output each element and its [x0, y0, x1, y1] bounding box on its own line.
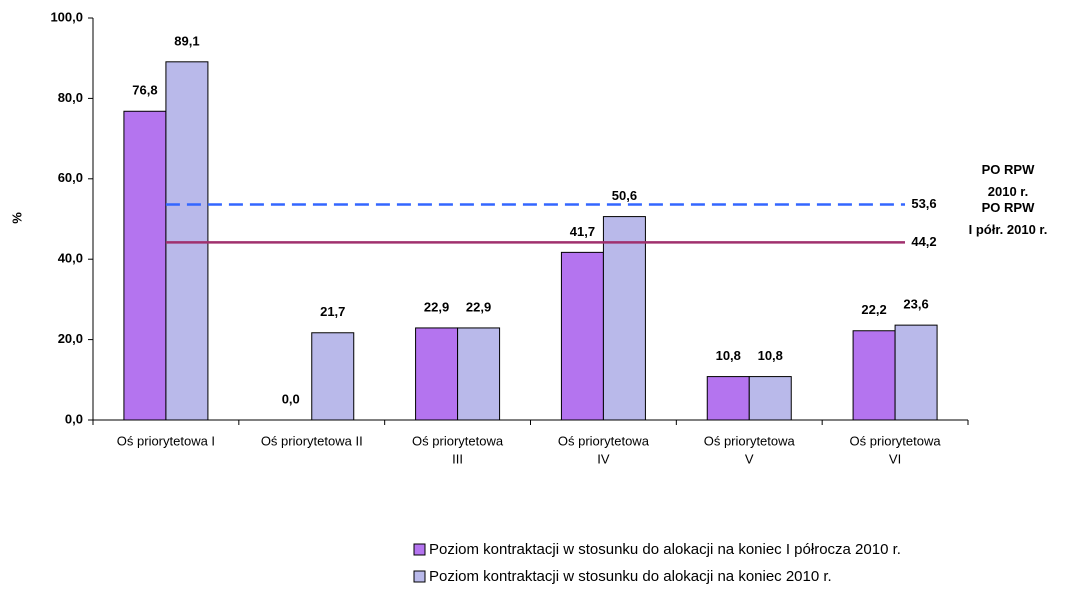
x-tick-label: Oś priorytetowa [412, 433, 504, 448]
bar [560, 251, 604, 421]
y-tick-label: 80,0 [58, 90, 83, 105]
bar [311, 332, 355, 421]
reference-label: I półr. 2010 r. [969, 222, 1048, 237]
reference-label: 2010 r. [988, 184, 1029, 199]
bar-value-label: 50,6 [612, 188, 637, 203]
legend-swatch [413, 543, 426, 556]
reference-value-label: 53,6 [911, 196, 936, 211]
bar-value-label: 21,7 [320, 304, 345, 319]
bar [706, 376, 750, 421]
bar [123, 110, 167, 421]
y-tick-label: 60,0 [58, 170, 83, 185]
reference-label: PO RPW [982, 162, 1035, 177]
x-tick-label: Oś priorytetowa [704, 433, 796, 448]
bar-value-label: 10,8 [716, 348, 741, 363]
x-tick-label: V [745, 451, 754, 466]
x-tick-label: IV [597, 451, 610, 466]
bar-value-label: 22,9 [424, 299, 449, 314]
bar-value-label: 10,8 [758, 348, 783, 363]
bar-value-label: 89,1 [174, 33, 199, 48]
reference-label: PO RPW [982, 200, 1035, 215]
legend-label: Poziom kontraktacji w stosunku do alokac… [429, 541, 901, 558]
x-tick-label: VI [889, 451, 901, 466]
legend-label: Poziom kontraktacji w stosunku do alokac… [429, 568, 832, 585]
x-tick-label: Oś priorytetowa [558, 433, 650, 448]
x-tick-label: Oś priorytetowa II [261, 433, 363, 448]
bar-value-label: 23,6 [903, 297, 928, 312]
bar [165, 61, 209, 421]
legend-swatch [413, 570, 426, 583]
y-tick-label: 100,0 [50, 9, 83, 24]
y-tick-label: 40,0 [58, 251, 83, 266]
bar [602, 216, 646, 421]
bar [894, 324, 938, 421]
bar [457, 327, 501, 421]
reference-value-label: 44,2 [911, 234, 936, 249]
bar-value-label: 41,7 [570, 224, 595, 239]
bar-value-label: 0,0 [282, 391, 300, 406]
bar [748, 376, 792, 421]
y-tick-label: 20,0 [58, 331, 83, 346]
x-tick-label: Oś priorytetowa I [117, 433, 215, 448]
y-axis-label: % [9, 212, 24, 224]
bar [852, 330, 896, 421]
bar-value-label: 22,9 [466, 299, 491, 314]
x-tick-label: Oś priorytetowa [850, 433, 942, 448]
y-tick-label: 0,0 [65, 411, 83, 426]
bar-value-label: 22,2 [861, 302, 886, 317]
bar [415, 327, 459, 421]
bar-value-label: 76,8 [132, 83, 157, 98]
x-tick-label: III [452, 451, 463, 466]
